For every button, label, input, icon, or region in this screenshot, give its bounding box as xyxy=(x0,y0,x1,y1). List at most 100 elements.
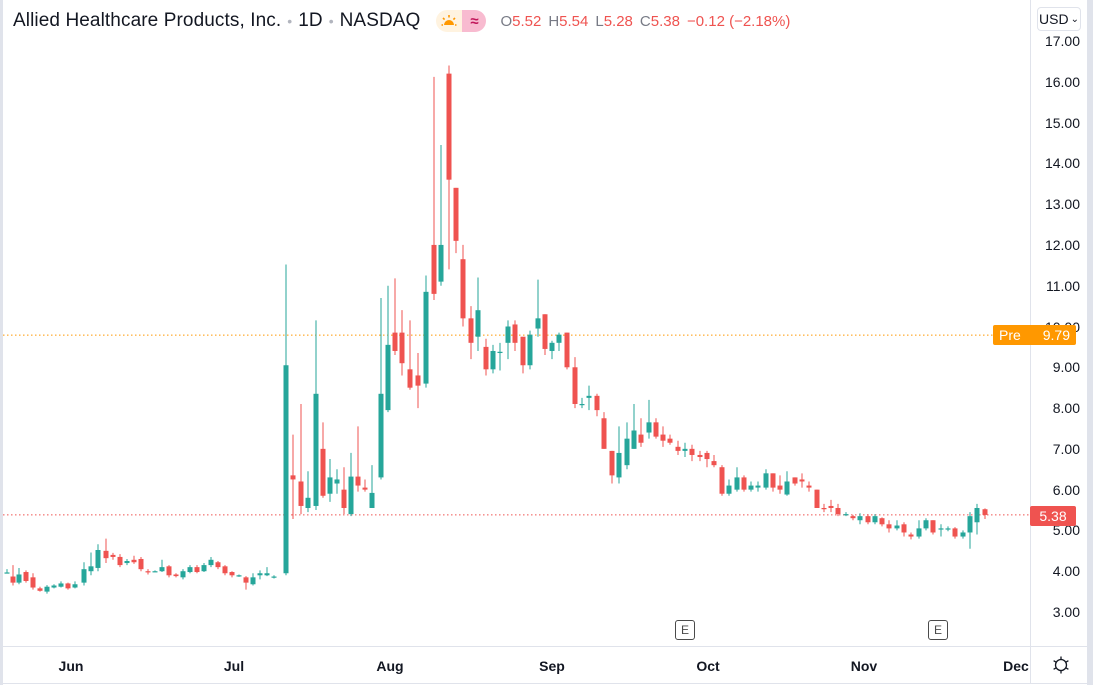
candle xyxy=(453,187,459,254)
candle xyxy=(194,565,200,574)
time-tick-dec: Dec xyxy=(1003,658,1029,674)
price-tick-label: 4.00 xyxy=(1052,563,1080,580)
candle xyxy=(4,569,10,574)
candle xyxy=(446,65,452,270)
candle xyxy=(110,552,116,560)
separator-dot: • xyxy=(328,13,334,29)
candle xyxy=(741,475,747,492)
change-value: −0.12 (−2.18%) xyxy=(686,12,791,30)
candle xyxy=(103,538,109,564)
candle xyxy=(117,554,123,568)
candle xyxy=(799,473,805,488)
candle xyxy=(638,418,644,447)
candle xyxy=(180,569,186,580)
price-tick-label: 3.00 xyxy=(1052,604,1080,620)
ohlc-values: O5.52 H5.54 L5.28 C5.38 −0.12 (−2.18%) xyxy=(500,13,790,30)
time-tick-jun: Jun xyxy=(58,658,84,674)
candle xyxy=(438,145,444,286)
candle xyxy=(857,513,863,525)
settings-gear-icon[interactable] xyxy=(1051,655,1071,675)
chart-pane[interactable] xyxy=(3,0,1030,646)
candle xyxy=(159,559,165,573)
premarket-value: 9.79 xyxy=(1042,327,1070,343)
candle xyxy=(327,459,333,502)
candle xyxy=(201,563,207,573)
candle xyxy=(646,399,652,439)
candle xyxy=(631,403,637,449)
candle xyxy=(734,467,740,492)
candle xyxy=(667,434,673,445)
symbol-title[interactable]: Allied Healthcare Products, Inc. xyxy=(13,10,282,31)
candle xyxy=(682,442,688,458)
candle xyxy=(828,499,834,513)
candle xyxy=(901,522,907,537)
candle xyxy=(10,565,16,586)
last-price-tag: 5.38 xyxy=(1030,506,1076,526)
candle xyxy=(229,571,235,578)
candle xyxy=(770,473,776,492)
candle xyxy=(908,532,914,540)
candle xyxy=(138,556,144,572)
time-axis[interactable]: Jun Jul Aug Sep Oct Nov Dec xyxy=(3,646,1030,684)
last-price-value: 5.38 xyxy=(1039,508,1067,524)
exchange-label: NASDAQ xyxy=(339,10,421,31)
candle xyxy=(298,403,304,515)
price-tick-label: 8.00 xyxy=(1052,400,1080,417)
candle xyxy=(872,514,878,525)
candle xyxy=(850,514,856,521)
close-label: C xyxy=(639,12,651,30)
low-label: L xyxy=(595,12,604,30)
currency-button[interactable]: USD ⌄ xyxy=(1037,7,1081,31)
candle xyxy=(341,467,347,515)
high-label: H xyxy=(548,12,560,30)
candle xyxy=(982,508,988,520)
candle xyxy=(609,450,615,484)
session-badges[interactable]: ≈ xyxy=(436,10,487,32)
earnings-marker-nov[interactable]: E xyxy=(928,620,948,640)
candle xyxy=(549,340,555,360)
currency-label: USD xyxy=(1039,11,1069,27)
candle xyxy=(886,520,892,533)
candle xyxy=(763,469,769,490)
candle xyxy=(660,426,666,447)
price-axis[interactable]: 17.0016.0015.0014.0013.0012.0011.0010.00… xyxy=(1030,0,1088,646)
candle xyxy=(257,570,263,580)
candle xyxy=(385,285,391,413)
candle xyxy=(601,412,607,449)
candle xyxy=(490,344,496,374)
candle xyxy=(938,524,944,537)
candle xyxy=(594,393,600,417)
candle xyxy=(124,558,130,566)
candle xyxy=(271,575,277,579)
candle xyxy=(711,454,717,468)
candle xyxy=(520,336,526,374)
price-tick-label: 16.00 xyxy=(1044,73,1080,90)
candle xyxy=(967,512,973,549)
candle xyxy=(535,279,541,337)
price-tick-label: 6.00 xyxy=(1052,481,1080,498)
candle xyxy=(930,520,936,535)
interval-label[interactable]: 1D xyxy=(298,10,323,31)
price-tick-label: 14.00 xyxy=(1044,155,1080,172)
candle xyxy=(475,277,481,351)
candle xyxy=(483,338,489,376)
candle xyxy=(23,570,29,583)
time-tick-nov: Nov xyxy=(850,658,878,674)
candle xyxy=(894,520,900,531)
candle xyxy=(334,469,340,494)
candle xyxy=(72,581,78,589)
pre-post-market-icon[interactable]: ≈ xyxy=(462,10,487,32)
candle xyxy=(697,450,703,462)
candle xyxy=(653,418,659,439)
candle xyxy=(187,565,193,574)
candle xyxy=(290,434,296,520)
low-value: 5.28 xyxy=(603,12,633,30)
candle xyxy=(16,567,22,585)
sun-icon[interactable] xyxy=(436,10,463,32)
candle xyxy=(215,561,221,570)
earnings-marker-oct[interactable]: E xyxy=(675,620,695,640)
time-tick-oct: Oct xyxy=(696,658,720,674)
candle xyxy=(726,479,732,496)
candle xyxy=(152,570,158,573)
candle xyxy=(719,465,725,496)
